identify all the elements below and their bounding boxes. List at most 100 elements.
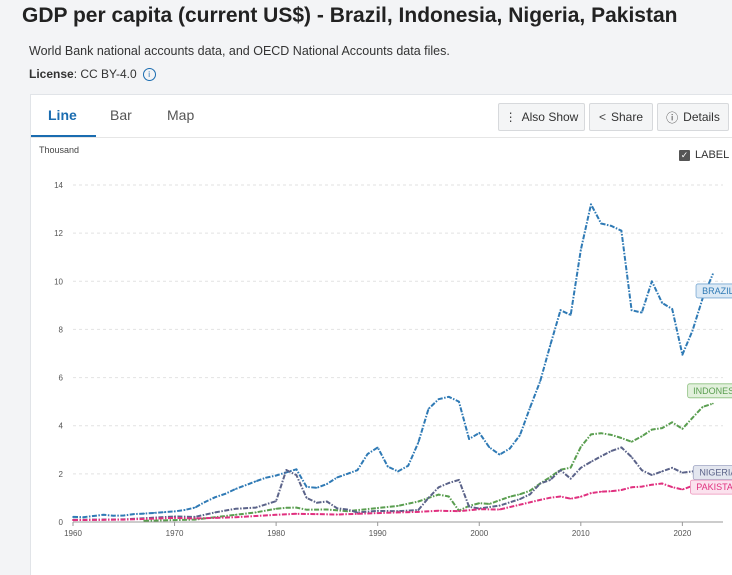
data-point-indonesia [488,503,491,505]
license-label: License [29,67,74,81]
data-point-nigeria [661,470,663,473]
data-point-brazil [346,473,349,475]
data-point-brazil [681,353,684,356]
tab-bar-chart[interactable]: Bar [110,107,132,123]
data-point-indonesia [326,508,328,511]
data-point-brazil [255,480,257,483]
data-point-brazil [356,469,359,472]
data-point-brazil [234,488,237,490]
vertical-dots-icon: ⋮ [504,110,517,124]
data-point-indonesia [437,493,440,496]
data-point-nigeria [234,507,237,510]
data-point-indonesia [508,495,511,498]
data-point-pakistan [559,495,562,498]
checkbox-checked-icon[interactable]: ✓ [679,149,690,161]
data-point-brazil [508,447,511,450]
data-point-brazil [387,465,389,468]
data-point-pakistan [478,508,481,511]
share-label: Share [610,110,644,124]
data-point-nigeria [569,477,572,480]
data-point-brazil [580,249,582,251]
data-point-brazil [610,225,613,227]
data-point-brazil [712,273,714,275]
data-point-nigeria [610,450,613,452]
data-point-brazil [376,446,379,449]
x-tick-label: 2020 [673,529,691,538]
data-point-nigeria [498,504,501,507]
data-point-indonesia [447,495,450,498]
also-show-button[interactable]: ⋮ Also Show [498,103,585,131]
data-point-indonesia [580,446,582,448]
data-point-pakistan [356,513,359,515]
data-point-pakistan [549,496,552,499]
data-point-indonesia [346,510,349,512]
data-point-brazil [407,464,409,467]
data-point-nigeria [285,469,288,471]
data-point-indonesia [712,402,714,405]
data-point-nigeria [295,474,298,476]
data-point-nigeria [326,500,328,503]
series-label-brazil: BRAZIL [702,286,732,296]
label-toggle[interactable]: ✓ LABEL [679,149,729,161]
data-point-nigeria [417,509,420,511]
data-point-pakistan [173,517,176,519]
x-tick-label: 2010 [572,529,590,538]
active-tab-underline [31,135,96,137]
tab-map[interactable]: Map [167,107,195,123]
data-point-brazil [244,484,247,486]
data-point-indonesia [234,513,237,516]
data-point-brazil [305,486,308,488]
data-point-brazil [529,406,531,409]
data-point-indonesia [701,406,704,408]
data-point-nigeria [376,510,379,512]
data-point-pakistan [255,515,257,517]
data-point-brazil [590,203,592,206]
data-point-pakistan [498,508,501,511]
x-tick-label: 1960 [64,529,82,538]
data-point-brazil [569,314,572,316]
details-button[interactable]: ⓘ Details [657,103,729,131]
series-label-pakistan: PAKISTAN [696,482,732,492]
data-point-indonesia [630,441,633,443]
series-label-box [687,383,732,399]
source-note: World Bank national accounts data, and O… [29,44,450,58]
info-icon[interactable]: i [142,68,156,82]
data-point-pakistan [610,490,613,492]
info-icon: ⓘ [666,110,679,125]
x-tick-label: 2000 [470,529,488,538]
data-point-pakistan [194,517,196,520]
tab-line[interactable]: Line [48,107,77,123]
tab-bar: Line Bar Map ⋮ Also Show < Share ⓘ Details [31,95,732,138]
y-tick-label: 8 [59,325,64,334]
data-point-brazil [478,432,481,434]
data-point-pakistan [275,513,277,516]
license-value: : CC BY-4.0 [73,67,137,81]
series-line-nigeria [72,446,714,521]
data-point-indonesia [681,428,684,430]
data-point-brazil [133,513,135,515]
data-point-nigeria [539,482,541,485]
series-line-indonesia [144,402,714,522]
data-point-pakistan [661,482,663,485]
page-title: GDP per capita (current US$) - Brazil, I… [22,4,678,27]
data-point-indonesia [255,511,257,514]
data-point-indonesia [397,505,399,507]
data-point-nigeria [427,497,430,499]
data-point-nigeria [346,508,349,511]
data-point-nigeria [549,479,552,481]
series-label-box [695,283,732,299]
data-point-pakistan [640,485,643,488]
data-point-brazil [539,380,541,382]
data-point-brazil [194,506,196,509]
data-point-nigeria [671,467,674,469]
data-point-brazil [640,311,643,314]
unit-label: Thousand [39,145,80,155]
data-point-pakistan [671,486,674,488]
share-button[interactable]: < Share [589,103,653,131]
data-point-nigeria [519,498,521,500]
data-point-nigeria [214,511,216,514]
data-point-nigeria [640,469,643,472]
data-point-nigeria [255,506,257,509]
data-point-indonesia [305,508,308,511]
data-point-brazil [214,496,216,499]
